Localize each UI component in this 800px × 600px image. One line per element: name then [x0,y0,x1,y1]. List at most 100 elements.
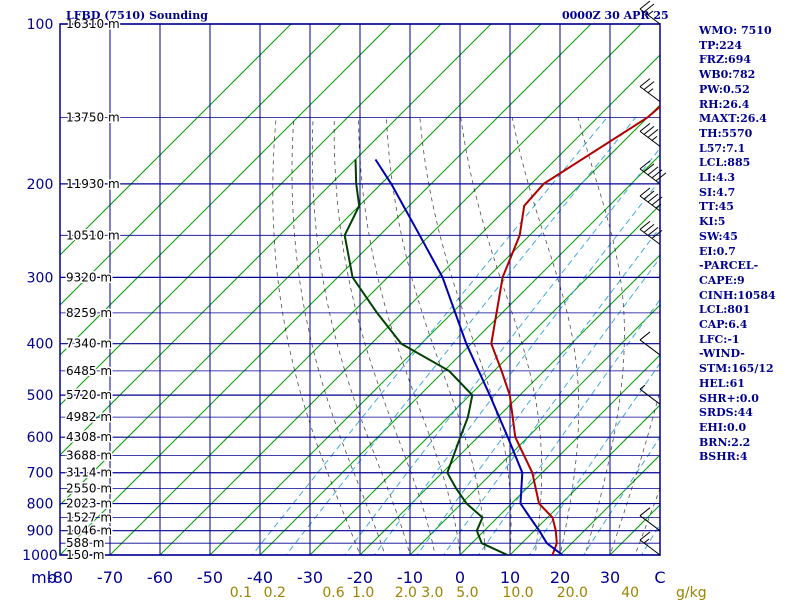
index-row: LFC:-1 [699,332,740,346]
moist-adiabat-line [386,117,486,555]
wind-barb-flag [647,193,659,203]
moist-adiabat-line [291,117,386,555]
index-row: FRZ:694 [699,53,752,67]
index-row: EHI:0.0 [699,420,747,434]
wind-barb-staff [639,339,661,356]
moist-adiabat-line [609,388,660,555]
wind-barb [639,0,661,25]
temperature-tick-label: -10 [397,568,423,587]
isotherm-line [60,24,392,356]
isotherm-line [509,404,660,555]
isotherm-lines [60,24,660,555]
moist-adiabat-line [577,117,625,555]
height-label: 13750 m [66,111,120,125]
wind-barb-flag [655,172,667,182]
mixing-ratio-line [416,226,660,555]
mixing-ratio-label: 2.0 [395,585,417,600]
height-label: 1046 m [66,524,112,538]
wind-barb-staff [639,515,661,532]
moist-adiabat-line [333,117,436,555]
wind-barb-flag [643,81,655,90]
wind-barb-flag [643,163,655,173]
mixing-ratio-label: 0.6 [322,585,344,600]
index-row: RH:26.4 [699,97,750,111]
mixing-ratio-label: 1.0 [352,585,374,600]
wind-barb-half-flag [639,384,646,390]
pressure-tick-label: 100 [27,17,54,33]
temperature-tick-label: 20 [550,568,570,587]
index-row: HEL:61 [699,376,745,390]
height-label: 2023 m [66,497,112,511]
pressure-tick-label: 200 [27,177,54,193]
wind-barb-flag [647,226,659,236]
wind-barb-flag [643,190,655,200]
wind-barb-half-flag [647,88,654,93]
temperature-line [490,105,660,555]
height-label: 588 m [66,536,104,550]
moist-adiabat-line [311,117,411,555]
pressure-tick-label: 400 [27,337,54,353]
temperature-tick-label: -70 [97,568,123,587]
isotherm-line [60,24,442,406]
mixing-ratio-label: 20.0 [557,585,588,600]
wind-barb-staff [639,388,661,405]
wind-barb-staff [639,539,661,556]
index-row: KI:5 [699,215,726,229]
moist-adiabat-line [511,117,580,555]
wind-barb-flag [639,331,651,341]
height-label: 5720 m [66,388,112,402]
index-row: BSHR:4 [699,450,748,464]
dewpoint-line [343,159,508,555]
pressure-tick-label: 800 [27,497,54,513]
plot-frame [59,23,661,556]
wind-barb-flag [647,166,659,176]
wind-barb-flag [651,169,663,179]
index-row: TP:224 [699,38,743,52]
index-row: WMO: 7510 [699,24,772,37]
sounding-time: 0000Z 30 APR 25 [562,9,669,22]
height-label: 4982 m [66,410,112,424]
temperature-tick-label: C [654,568,665,587]
index-row: SI:4.7 [699,185,736,199]
wind-barb-half-flag [655,203,662,209]
height-label: 7340 m [66,337,112,351]
index-row: STM:165/12 [699,362,774,376]
index-row: SHR+:0.0 [699,391,759,405]
moist-adiabat-lines [272,117,660,555]
index-row: PW:0.52 [699,82,750,96]
wind-barb [639,187,663,212]
wind-barbs [639,0,667,556]
pressure-tick-label: 500 [27,388,54,404]
wind-barb-flag [639,160,651,170]
index-row: LI:4.3 [699,171,736,185]
height-label: 3688 m [66,449,112,463]
wind-barb [639,78,661,102]
index-row: BRN:2.2 [699,435,751,449]
isotherm-line [559,454,660,555]
height-label: 11930 m [66,177,120,191]
wind-barb-flag [651,229,663,239]
pressure-tick-label: 600 [27,430,54,446]
pressure-tick-label: 700 [27,466,54,482]
isotherm-line [409,304,660,555]
isotherm-line [259,154,660,555]
mixing-ratio-label: 40 [621,585,639,600]
wind-barb-staff [639,8,661,25]
wind-barb-staff [639,228,661,245]
mixing-ratio-line [251,117,608,555]
index-row: CAPE:9 [699,273,745,287]
mixing-ratio-label: 3.0 [421,585,443,600]
wind-barb-staff [639,130,661,147]
wind-barb-flag [639,531,651,541]
wind-barb [639,507,661,532]
index-row: -WIND- [699,347,745,361]
index-row: -PARCEL- [699,259,759,273]
wind-barb-staff [639,86,661,102]
parcel-line [374,158,564,555]
wind-barb [639,220,663,245]
index-row: TT:45 [699,200,734,214]
wind-barb [639,331,661,356]
index-row: MAXT:26.4 [699,112,767,126]
station-title: LFBD (7510) Sounding [66,9,208,22]
